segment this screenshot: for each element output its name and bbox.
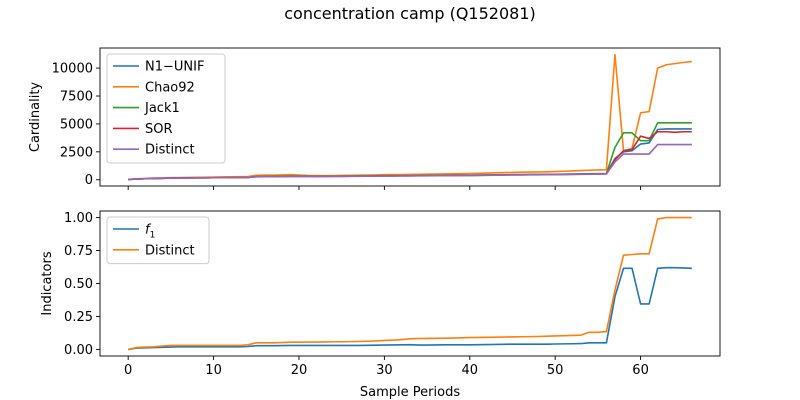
legend-label: f1 — [145, 223, 155, 241]
y-axis-label: Indicators — [40, 251, 55, 315]
legend-label: Distinct — [145, 143, 195, 158]
x-tick-label: 30 — [376, 363, 393, 378]
legend-label: Distinct — [145, 243, 195, 258]
y-tick-label: 0 — [85, 173, 93, 188]
legend: f1 Distinct — [106, 216, 210, 265]
y-tick-label: 1.00 — [64, 211, 93, 226]
y-tick-label: 5000 — [60, 117, 93, 132]
x-tick-label: 50 — [547, 363, 564, 378]
x-tick-label: 60 — [632, 363, 649, 378]
series-line-0-4 — [128, 143, 692, 181]
legend-label: N1−UNIF — [145, 60, 204, 75]
x-tick-label: 40 — [462, 363, 479, 378]
y-tick-label: 0.25 — [64, 310, 93, 325]
legend: N1−UNIF Chao92 Jack1 SOR Distinct — [106, 53, 226, 164]
x-tick-label: 10 — [205, 363, 222, 378]
legend-label: Jack1 — [144, 101, 180, 116]
y-tick-label: 0.00 — [64, 343, 93, 358]
y-tick-label: 2500 — [60, 145, 93, 160]
legend-label: Chao92 — [145, 80, 195, 95]
x-tick-label: 0 — [124, 363, 132, 378]
x-axis-label: Sample Periods — [360, 385, 460, 400]
y-axis-label: Cardinality — [28, 82, 43, 153]
series-line-1-1 — [127, 216, 692, 351]
x-tick-label: 20 — [291, 363, 308, 378]
series-line-1-0 — [128, 266, 692, 351]
y-tick-label: 7500 — [60, 90, 93, 105]
y-tick-label: 0.75 — [64, 244, 93, 259]
axes-frame — [99, 47, 721, 187]
legend-label: SOR — [145, 122, 173, 137]
y-tick-label: 10000 — [52, 62, 93, 77]
figure-title: concentration camp (Q152081) — [284, 4, 535, 23]
bottom-panel: 0 10 20 30 40 50 60 0.00 0.25 0.50 0.75 1.00 Indicat… — [40, 210, 721, 378]
y-tick-label: 0.50 — [64, 277, 93, 292]
top-panel: 0 2500 5000 7500 10000 Cardinality N1−UNIF Chao… — [28, 47, 721, 190]
legend-box — [106, 53, 226, 164]
